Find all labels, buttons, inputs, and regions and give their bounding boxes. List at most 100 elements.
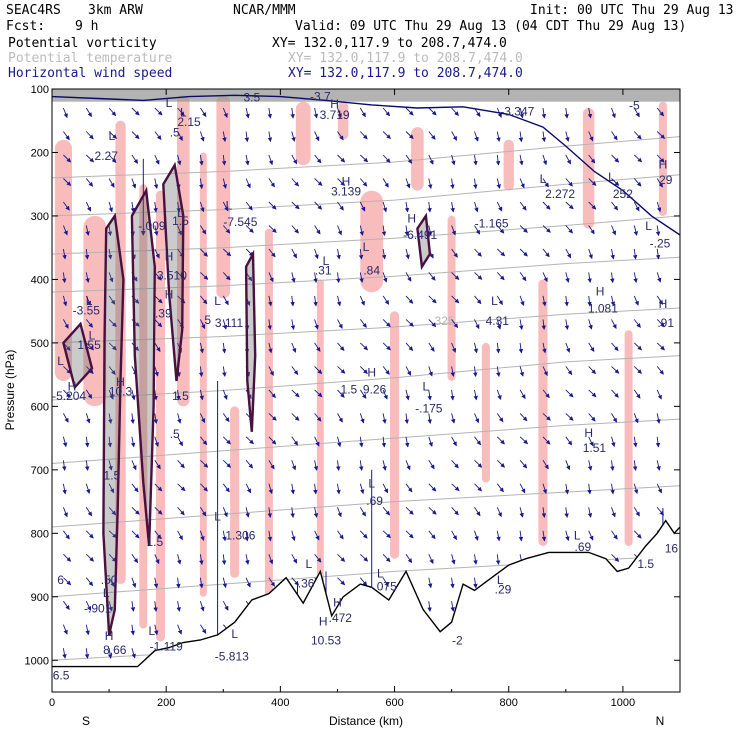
wind-vector (496, 366, 501, 378)
wind-vector (496, 201, 503, 212)
hl-label: .69 (366, 494, 383, 508)
wind-vector (474, 413, 480, 424)
hl-label: 1.081 (588, 301, 618, 315)
hl-label: -6.491 (403, 228, 437, 242)
wind-vector (358, 248, 364, 260)
wind-vector (451, 506, 459, 516)
pv-shade (538, 279, 548, 546)
wind-vector (314, 413, 322, 422)
wind-vector (154, 107, 163, 116)
wind-vector (337, 507, 342, 518)
hl-label: 29 (659, 173, 673, 187)
header-org: NCAR/MMM (233, 3, 296, 18)
pv-shade (216, 95, 231, 299)
wind-vector (200, 624, 207, 634)
hl-label: 3.139 (331, 185, 361, 199)
wind-vector (176, 554, 182, 565)
wind-vector (290, 483, 296, 495)
wind-vector (451, 436, 457, 447)
hl-label: 10.3 (109, 385, 133, 399)
wind-vector (337, 201, 344, 211)
y-tick-label: 900 (31, 592, 49, 604)
wind-vector (245, 436, 254, 445)
wind-vector (565, 460, 571, 471)
wind-vector (495, 154, 501, 166)
wind-vector (611, 131, 618, 141)
wind-vector (588, 413, 596, 422)
pv-contour (162, 161, 185, 382)
field-name-pv: Potential vorticity (8, 36, 157, 51)
wind-vector (199, 154, 204, 166)
hl-label: L (86, 294, 93, 308)
wind-vector (222, 107, 228, 118)
wind-vector (611, 413, 617, 423)
wind-vector (200, 436, 208, 446)
wind-vector (405, 154, 413, 164)
wind-vector (633, 131, 642, 140)
wind-vector (336, 272, 341, 284)
tropopause-contour (52, 94, 680, 236)
wind-vector (62, 624, 68, 635)
wind-vector (588, 436, 594, 447)
wind-vector (63, 389, 71, 398)
wind-vector (130, 201, 136, 213)
wind-vector (337, 366, 346, 374)
wind-vector (130, 624, 136, 636)
wind-vector (382, 389, 388, 400)
wind-vector (130, 436, 136, 448)
wind-vector (565, 225, 574, 234)
wind-vector (222, 436, 231, 445)
hl-label: .29 (495, 583, 512, 597)
wind-vector (291, 530, 296, 542)
wind-vector (131, 154, 139, 164)
wind-vector (85, 154, 95, 163)
theta-isentrope (52, 136, 680, 179)
pv-shade (360, 190, 384, 293)
wind-vector (474, 295, 482, 305)
wind-vector (611, 530, 618, 540)
hl-label: L (363, 240, 370, 254)
wind-vector (587, 107, 593, 119)
wind-vector (496, 436, 505, 445)
wind-vector (153, 225, 159, 236)
header-valid: Valid: 09 UTC Thu 29 Aug 13 (04 CDT Thu … (295, 19, 687, 34)
wind-vector (450, 413, 456, 424)
wind-vector (450, 201, 455, 213)
wind-vector (381, 248, 387, 260)
wind-vector (633, 342, 643, 351)
wind-vector (222, 319, 228, 330)
pv-shade (624, 330, 633, 546)
wind-vector (428, 460, 435, 470)
wind-vector (519, 107, 524, 119)
wind-vector (314, 342, 321, 352)
wind-vector (588, 201, 597, 210)
hl-label: 3.719 (320, 108, 350, 122)
hl-label: 1.5 (637, 557, 654, 571)
wind-vector (154, 483, 163, 492)
x-tick-label: 600 (385, 697, 403, 709)
pv-shade (199, 152, 207, 597)
wind-vector (359, 201, 366, 212)
wind-vector (428, 107, 437, 116)
y-tick-label: 1000 (25, 655, 49, 667)
wind-vector (519, 225, 528, 233)
wind-vector (656, 389, 662, 400)
wind-vector (496, 248, 506, 257)
wind-vector (404, 413, 409, 425)
wind-vector (291, 272, 296, 283)
wind-vector (382, 295, 390, 305)
wind-vector (222, 201, 229, 212)
wind-vector (518, 530, 524, 542)
field-xy-pv: XY= 132.0,117.9 to 208.7,474.0 (272, 36, 507, 51)
wind-vector (131, 530, 140, 539)
wind-vector (428, 530, 436, 540)
wind-vector (588, 530, 594, 541)
hl-label: .39 (155, 307, 172, 321)
wind-vector (542, 366, 548, 377)
hl-label: 3.5 (243, 91, 260, 105)
hl-label: -.901 (84, 602, 112, 616)
hl-label: H (596, 284, 605, 298)
hl-label: 1.55 (77, 338, 101, 352)
wind-vector (314, 436, 320, 447)
y-tick-label: 700 (31, 465, 49, 477)
